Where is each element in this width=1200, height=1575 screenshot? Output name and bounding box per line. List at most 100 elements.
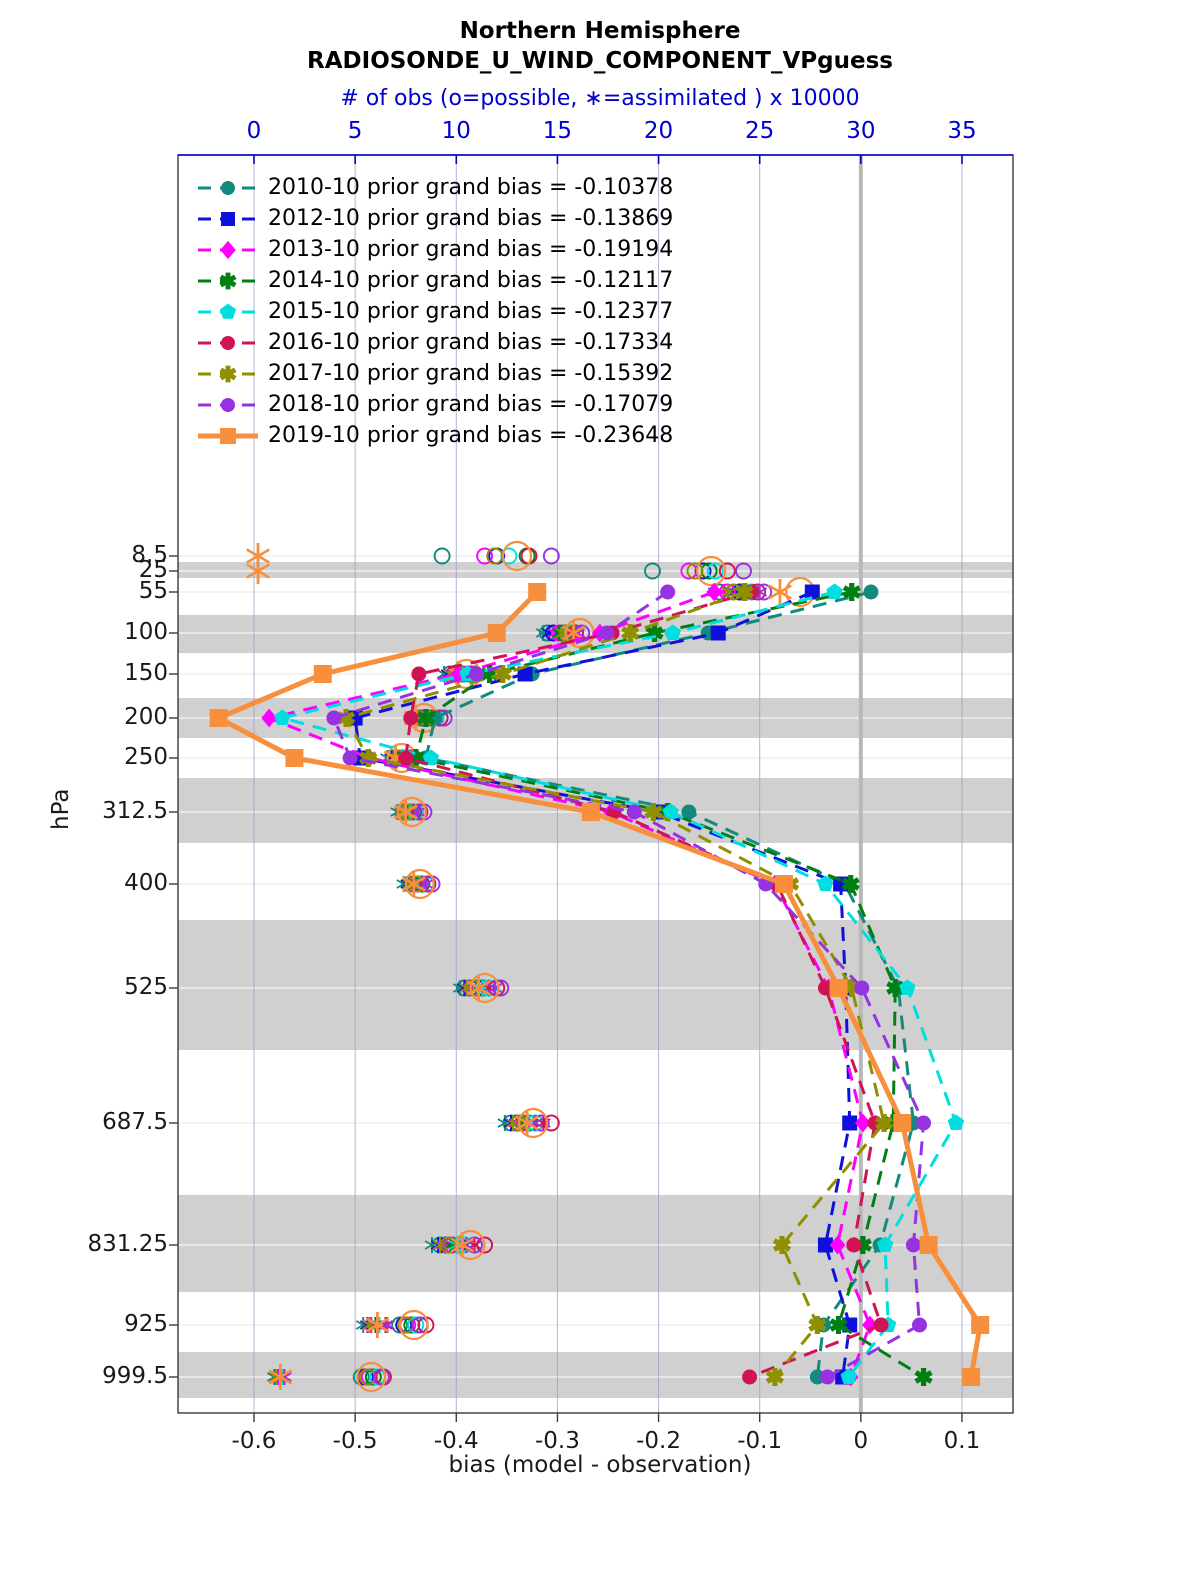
- legend-sample-2010-10: [198, 180, 258, 195]
- top-tick-label: 35: [947, 118, 977, 144]
- series-marker-2017-10: [874, 1116, 894, 1130]
- chart-title: Northern Hemisphere: [459, 18, 741, 44]
- pressure-band: [178, 1352, 1013, 1398]
- series-line-2017-10: [343, 590, 886, 1378]
- legend-sample-2016-10: [198, 335, 258, 350]
- series-marker-2017-10: [808, 1318, 827, 1332]
- series-marker-2018-10: [599, 625, 615, 641]
- left-tick-label: 831.25: [87, 1231, 168, 1257]
- legend: 2010-10 prior grand bias = -0.10378 2012-…: [196, 172, 673, 451]
- possible-obs-marker: [407, 1316, 425, 1334]
- top-tick-label: 10: [441, 118, 471, 144]
- series-marker-2018-10: [916, 1115, 932, 1131]
- bottom-tick-label: -0.3: [534, 1428, 580, 1454]
- series-marker-2019-10: [971, 1316, 990, 1334]
- series-marker-2012-10: [517, 666, 533, 682]
- series-marker-2019-10: [829, 979, 848, 997]
- series-marker-2012-10: [842, 1115, 858, 1131]
- bottom-tick-label: -0.1: [737, 1428, 783, 1454]
- legend-item-2013-10: 2013-10 prior grand bias = -0.19194: [196, 234, 673, 265]
- series-marker-2015-10: [422, 749, 440, 765]
- series-marker-2019-10: [774, 875, 793, 893]
- possible-obs-marker: [706, 562, 724, 580]
- legend-item-2012-10: 2012-10 prior grand bias = -0.13869: [196, 203, 673, 234]
- series-line-2012-10: [353, 590, 852, 1378]
- series-marker-2015-10: [664, 624, 681, 640]
- series-line-2019-10: [212, 590, 983, 1378]
- series-marker-2015-10: [662, 803, 679, 819]
- series-marker-2012-10: [804, 584, 820, 600]
- series-marker-2018-10: [469, 666, 485, 682]
- possible-obs-marker: [356, 1361, 387, 1393]
- series-marker-2016-10: [873, 1317, 889, 1333]
- left-tick-label: 999.5: [102, 1363, 168, 1389]
- left-tick-label: 925: [124, 1311, 168, 1337]
- legend-marker-2019-10: [220, 427, 236, 444]
- series-marker-2017-10: [493, 667, 512, 681]
- series-marker-2013-10: [829, 1235, 846, 1255]
- left-tick-label: 400: [124, 870, 168, 896]
- series-marker-2015-10: [826, 583, 843, 599]
- legend-marker-2018-10: [221, 397, 235, 412]
- possible-obs-marker: [718, 562, 736, 580]
- series-marker-2016-10: [742, 1369, 758, 1385]
- series-marker-2019-10: [528, 583, 547, 601]
- legend-label-2014-10: 2014-10 prior grand bias = -0.12117: [268, 268, 674, 293]
- possible-obs-marker: [396, 796, 427, 828]
- series-marker-2017-10: [765, 1370, 784, 1384]
- series-marker-2016-10: [403, 710, 419, 726]
- series-marker-2015-10: [817, 875, 834, 891]
- series-marker-2018-10: [819, 1369, 835, 1385]
- legend-label-2019-10: 2019-10 prior grand bias = -0.23648: [268, 423, 674, 448]
- bottom-tick-label: 0.1: [943, 1428, 981, 1454]
- top-tick-label: 15: [542, 118, 573, 144]
- legend-label-2017-10: 2017-10 prior grand bias = -0.15392: [268, 361, 674, 386]
- series-marker-2018-10: [912, 1317, 928, 1333]
- series-marker-2018-10: [905, 1237, 921, 1253]
- series-marker-2014-10: [914, 1370, 933, 1384]
- x-axis-label: bias (model - observation): [448, 1452, 752, 1478]
- legend-marker-2010-10: [221, 180, 235, 195]
- series-marker-2012-10: [710, 625, 726, 641]
- left-tick-label: 150: [124, 660, 168, 686]
- legend-sample-2019-10: [198, 427, 258, 444]
- possible-obs-marker: [391, 1316, 409, 1334]
- legend-marker-2015-10: [220, 303, 236, 319]
- series-marker-2019-10: [313, 665, 332, 683]
- legend-label-2013-10: 2013-10 prior grand bias = -0.19194: [268, 237, 674, 262]
- series-line-2018-10: [331, 590, 926, 1379]
- left-tick-label: 55: [138, 578, 168, 604]
- left-tick-label: 525: [124, 974, 168, 1000]
- legend-sample-2012-10: [198, 211, 258, 226]
- legend-label-2016-10: 2016-10 prior grand bias = -0.17334: [268, 330, 674, 355]
- possible-obs-marker: [404, 868, 435, 900]
- series-marker-2013-10: [261, 708, 278, 728]
- series-marker-2017-10: [336, 711, 356, 725]
- bottom-tick-label: -0.2: [636, 1428, 681, 1454]
- left-tick-label: 312.5: [102, 798, 168, 824]
- possible-obs-marker: [686, 562, 704, 580]
- left-tick-label: 200: [124, 704, 168, 730]
- possible-obs-marker: [407, 803, 425, 821]
- series-marker-2016-10: [846, 1237, 862, 1253]
- series-marker-2019-10: [919, 1236, 938, 1254]
- bottom-tick-label: 0: [853, 1428, 869, 1454]
- legend-sample-2015-10: [198, 303, 258, 319]
- legend-label-2015-10: 2015-10 prior grand bias = -0.12377: [268, 299, 674, 324]
- possible-obs-marker: [476, 1236, 494, 1254]
- left-tick-label: 687.5: [102, 1109, 168, 1135]
- top-axis-title: # of obs (o=possible, ∗=assimilated ) x …: [340, 86, 860, 111]
- series-line-2016-10: [404, 590, 883, 1379]
- legend-sample-2017-10: [198, 365, 258, 382]
- series-marker-2019-10: [581, 803, 600, 821]
- series-marker-2014-10: [841, 877, 860, 891]
- legend-marker-2014-10: [219, 274, 237, 287]
- top-tick-label: 25: [745, 118, 775, 144]
- series-marker-2016-10: [411, 666, 427, 682]
- series-marker-2010-10: [681, 804, 697, 820]
- series-marker-2017-10: [644, 805, 663, 819]
- possible-obs-marker: [501, 540, 533, 572]
- left-tick-label: 25: [138, 557, 168, 583]
